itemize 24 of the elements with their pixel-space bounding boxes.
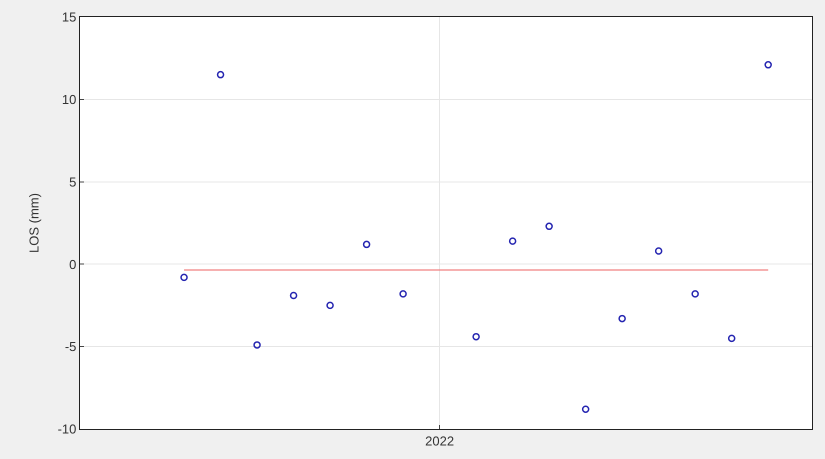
point — [399, 290, 407, 298]
y-tick-label: 15 — [62, 10, 76, 25]
point — [508, 237, 516, 245]
point — [472, 332, 480, 340]
y-tick-label: 0 — [69, 256, 76, 272]
y-axis-title: LOS (mm) — [26, 193, 42, 253]
point — [326, 302, 334, 310]
point — [764, 61, 772, 69]
point — [618, 314, 626, 322]
x-tick-label: 2022 — [425, 434, 454, 449]
point — [216, 70, 224, 78]
point — [582, 405, 590, 413]
point — [180, 274, 188, 282]
y-tick-label: 5 — [69, 174, 76, 190]
y-tick-label: 10 — [62, 92, 76, 107]
y-tick-label: -5 — [64, 339, 76, 354]
point — [290, 292, 298, 300]
point — [253, 341, 261, 349]
point — [691, 290, 699, 298]
point — [728, 334, 736, 342]
point — [654, 247, 662, 255]
y-tick-label: -10 — [58, 422, 76, 437]
point — [362, 240, 370, 248]
point — [545, 222, 553, 230]
